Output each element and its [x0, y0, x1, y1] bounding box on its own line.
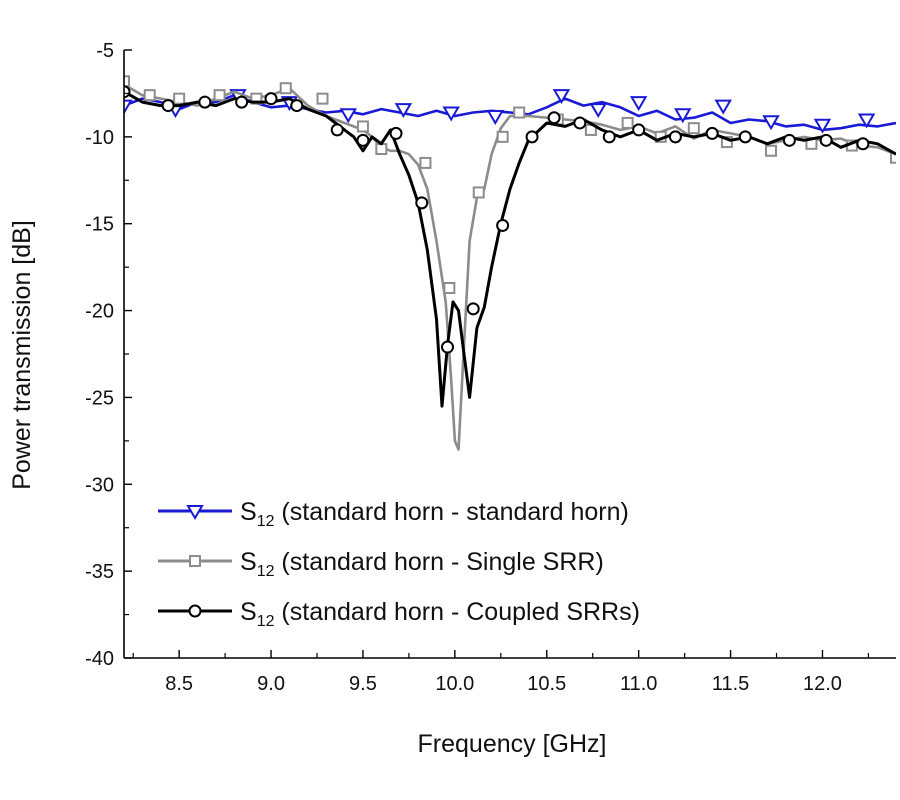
data-point: [264, 92, 278, 106]
data-point: [687, 122, 700, 135]
data-point: [290, 99, 304, 113]
data-point: [720, 136, 733, 149]
data-point: [856, 137, 870, 151]
data-point: [621, 116, 634, 129]
data-point: [173, 92, 186, 105]
data-point: [857, 113, 876, 129]
series-line: [124, 90, 896, 408]
data-point: [415, 196, 429, 210]
y-tick-label: -25: [85, 387, 114, 409]
data-point: [389, 126, 403, 140]
data-point: [674, 108, 692, 124]
series-3: [124, 85, 896, 408]
y-tick-label: -40: [85, 648, 114, 670]
data-point: [782, 133, 796, 147]
x-tick-label: 9.0: [257, 673, 285, 695]
data-point: [443, 281, 456, 294]
data-point: [375, 143, 388, 156]
data-point: [486, 110, 505, 125]
data-point: [813, 118, 832, 134]
data-point: [124, 99, 133, 115]
data-point: [442, 106, 460, 122]
data-point: [356, 120, 369, 133]
data-point: [316, 92, 329, 105]
y-tick-label: -10: [85, 127, 114, 149]
data-point: [738, 130, 752, 144]
data-point: [330, 123, 344, 137]
legend-entry-3: S12 (standard horn - Coupled SRRs): [158, 598, 640, 630]
data-point: [161, 99, 175, 113]
legend-entry-2: S12 (standard horn - Single SRR): [158, 548, 604, 580]
data-point: [143, 89, 156, 102]
y-tick-label: -30: [85, 474, 114, 496]
data-point: [552, 89, 571, 105]
data-point: [714, 99, 732, 115]
y-tick-label: -5: [96, 40, 114, 62]
data-point: [279, 82, 292, 95]
data-point: [573, 116, 587, 130]
legend-marker: [188, 604, 202, 618]
data-point: [890, 151, 896, 164]
data-point: [496, 218, 510, 232]
x-tick-label: 10.5: [527, 673, 566, 695]
data-point: [250, 92, 263, 105]
legend-label: S12 (standard horn - Coupled SRRs): [240, 598, 640, 630]
x-tick-label: 10.0: [435, 673, 474, 695]
data-point: [419, 156, 432, 169]
x-tick-label: 11.0: [620, 673, 657, 695]
data-point: [496, 130, 509, 143]
x-tick-label: 8.5: [165, 673, 193, 695]
data-point: [705, 126, 719, 140]
data-point: [441, 340, 455, 354]
x-tick-label: 9.5: [349, 673, 377, 695]
legend-label: S12 (standard horn - Single SRR): [240, 548, 604, 580]
y-tick-label: -35: [85, 561, 114, 583]
data-point: [466, 302, 480, 316]
x-tick-label: 12.0: [803, 673, 842, 695]
data-point: [213, 89, 226, 102]
data-point: [765, 144, 778, 157]
legend-entry-1: S12 (standard horn - standard horn): [158, 498, 629, 530]
x-axis-title: Frequency [GHz]: [418, 730, 607, 758]
y-tick-label: -15: [85, 214, 114, 236]
data-point: [602, 130, 616, 144]
legend-label: S12 (standard horn - standard horn): [240, 498, 629, 530]
data-point: [547, 111, 561, 125]
y-axis-title: Power transmission [dB]: [8, 220, 36, 490]
legend-marker: [186, 505, 204, 520]
data-point: [629, 96, 648, 112]
data-point: [589, 103, 607, 119]
data-point: [394, 103, 413, 119]
legend-marker: [189, 555, 201, 567]
data-point: [819, 133, 833, 147]
data-point: [668, 130, 682, 144]
data-point: [525, 130, 539, 144]
data-point: [124, 75, 130, 88]
data-point: [472, 186, 485, 199]
data-point: [339, 108, 357, 124]
y-tick-label: -20: [85, 301, 114, 323]
x-tick-label: 11.5: [712, 673, 749, 695]
data-point: [198, 95, 212, 109]
legend: S12 (standard horn - standard horn) S12 (…: [158, 498, 640, 630]
data-point: [356, 133, 370, 147]
data-point: [762, 115, 780, 131]
data-point: [235, 95, 249, 109]
data-point: [513, 106, 526, 119]
data-point: [632, 123, 646, 137]
data-point: [124, 85, 131, 99]
